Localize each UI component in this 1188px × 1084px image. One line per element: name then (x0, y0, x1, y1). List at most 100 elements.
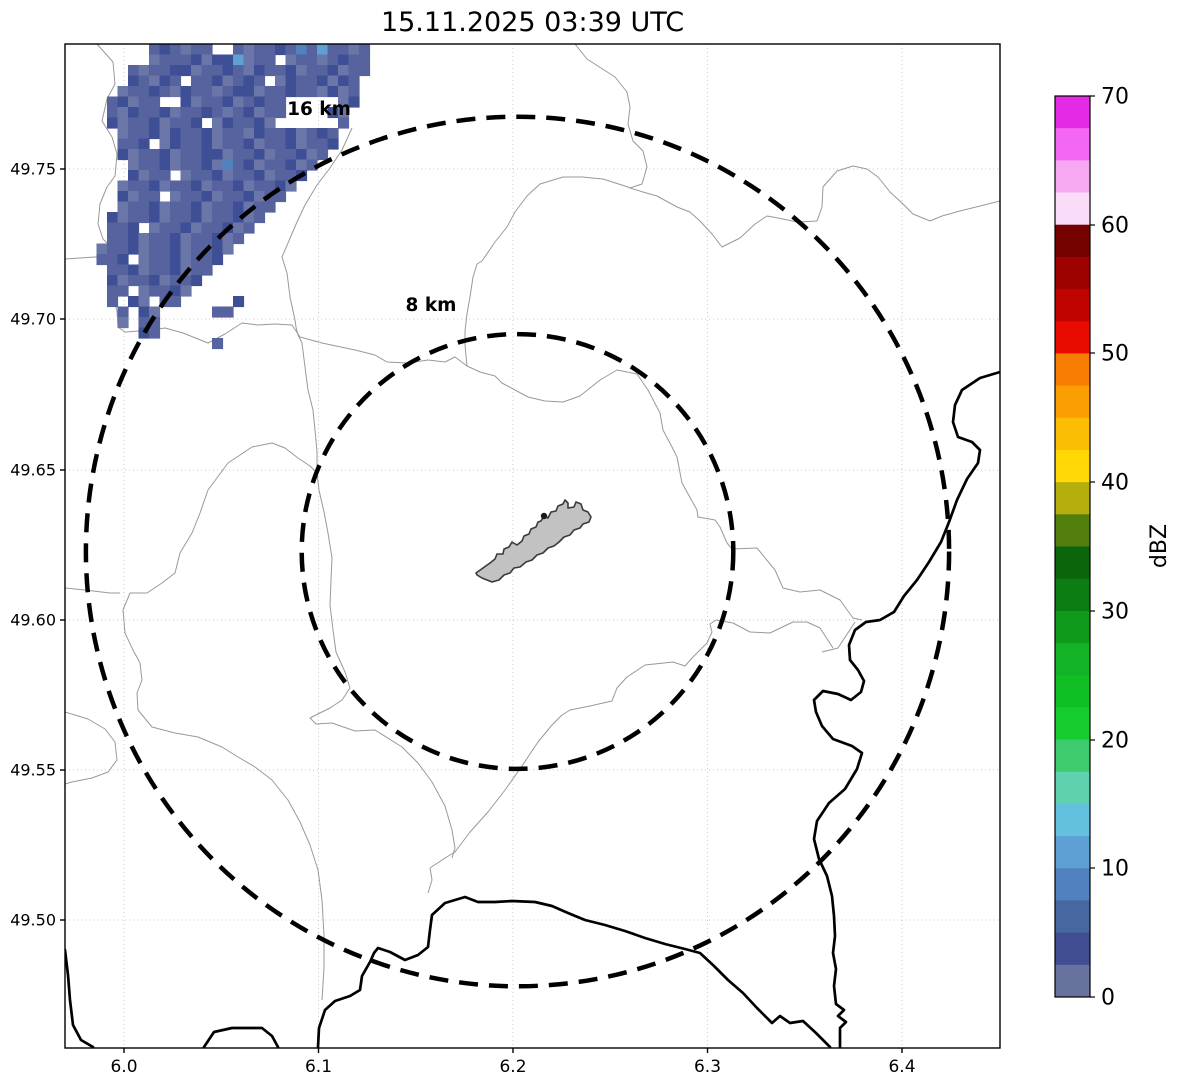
radar-echo-cell (212, 96, 224, 108)
radar-echo-cell (191, 243, 203, 255)
radar-echo-cell (138, 306, 150, 318)
radar-echo-cell (159, 128, 171, 140)
radar-echo-cell (212, 65, 224, 77)
radar-echo-cell (191, 159, 203, 171)
radar-echo-cell (317, 128, 329, 140)
radar-echo-cell (296, 75, 308, 87)
radar-echo-cell (254, 54, 266, 66)
colorbar-band (1055, 514, 1090, 547)
radar-echo-cell (201, 75, 213, 87)
radar-echo-cell (191, 180, 203, 192)
radar-echo-cell (191, 264, 203, 276)
radar-echo-cell (180, 65, 192, 77)
radar-echo-cell (128, 107, 140, 119)
radar-echo-cell (138, 296, 150, 308)
y-tick-label: 49.75 (10, 160, 56, 179)
radar-echo-cell (201, 191, 213, 203)
radar-echo-cell (222, 65, 234, 77)
radar-echo-cell (254, 107, 266, 119)
radar-echo-cell (128, 212, 140, 224)
radar-echo-cell (149, 159, 161, 171)
radar-echo-cell (138, 327, 150, 339)
colorbar-band (1055, 578, 1090, 612)
radar-echo-cell (180, 96, 192, 108)
radar-echo-cell (117, 275, 129, 287)
colorbar-band (1055, 771, 1090, 805)
radar-echo-cell (359, 44, 371, 56)
radar-echo-cell (212, 86, 224, 98)
x-tick-label: 6.0 (110, 1057, 137, 1077)
colorbar-band (1055, 160, 1090, 194)
radar-echo-cell (233, 138, 245, 150)
admin-boundary-line (122, 446, 325, 1001)
radar-echo-cell (285, 54, 297, 66)
radar-echo-cell (149, 117, 161, 129)
colorbar-band (1055, 96, 1090, 129)
y-tick-label: 49.55 (10, 761, 56, 780)
radar-echo-cell (170, 117, 182, 129)
radar-echo-cell (348, 96, 360, 108)
radar-echo-cell (149, 285, 161, 297)
radar-echo-cell (254, 44, 266, 56)
radar-echo-cell (170, 233, 182, 245)
radar-echo-cell (285, 138, 297, 150)
radar-echo-cell (138, 180, 150, 192)
radar-echo-cell (264, 86, 276, 98)
radar-echo-cell (348, 65, 360, 77)
radar-echo-cell (275, 128, 287, 140)
radar-echo-cell (222, 117, 234, 129)
radar-echo-cell (233, 96, 245, 108)
radar-echo-cell (128, 233, 140, 245)
radar-echo-cell (348, 54, 360, 66)
radar-echo-cell (338, 75, 350, 87)
radar-echo-cell (233, 159, 245, 171)
radar-echo-cell (233, 191, 245, 203)
radar-echo-cell (149, 327, 161, 339)
radar-echo-cell (107, 264, 119, 276)
country-border-line (812, 370, 1000, 1048)
radar-echo-cell (117, 107, 129, 119)
y-axis: 49.75 49.70 49.65 49.60 49.55 49.50 (10, 160, 65, 930)
radar-echo-cell (285, 128, 297, 140)
y-tick-label: 49.70 (10, 310, 56, 329)
colorbar-band (1055, 836, 1090, 869)
radar-echo-cell (201, 233, 213, 245)
admin-boundary-line (821, 621, 856, 653)
radar-echo-cell (306, 86, 318, 98)
radar-echo-cell (191, 96, 203, 108)
radar-echo-cell (149, 191, 161, 203)
radar-echo-cell (170, 212, 182, 224)
radar-echo-cell (254, 86, 266, 98)
radar-echo-cell (306, 75, 318, 87)
radar-echo-cell (149, 170, 161, 182)
radar-echo-cell (138, 264, 150, 276)
radar-echo-cell (180, 180, 192, 192)
radar-echo-cell (201, 149, 213, 161)
radar-echo-cell (264, 138, 276, 150)
colorbar: 0 10 20 30 40 50 60 70 dBZ (1054, 85, 1172, 1011)
radar-echo-cell (327, 75, 339, 87)
radar-echo-layer (96, 44, 371, 350)
radar-echo-cell (264, 159, 276, 171)
radar-echo-cell (170, 254, 182, 266)
radar-echo-cell (138, 201, 150, 213)
radar-echo-cell (149, 65, 161, 77)
radar-echo-cell (128, 180, 140, 192)
radar-echo-cell (159, 138, 171, 150)
radar-echo-cell (264, 149, 276, 161)
radar-echo-cell (107, 117, 119, 129)
radar-echo-cell (338, 54, 350, 66)
radar-echo-cell (243, 44, 255, 56)
radar-echo-cell (296, 44, 308, 56)
radar-echo-cell (128, 201, 140, 213)
radar-echo-cell (180, 138, 192, 150)
radar-echo-cell (159, 254, 171, 266)
admin-boundary-line (427, 619, 834, 894)
radar-echo-cell (170, 201, 182, 213)
radar-echo-cell (212, 149, 224, 161)
range-ring-8km-label: 8 km (406, 295, 457, 316)
radar-echo-cell (212, 212, 224, 224)
radar-echo-cell (254, 159, 266, 171)
radar-echo-cell (170, 44, 182, 56)
radar-echo-cell (159, 65, 171, 77)
